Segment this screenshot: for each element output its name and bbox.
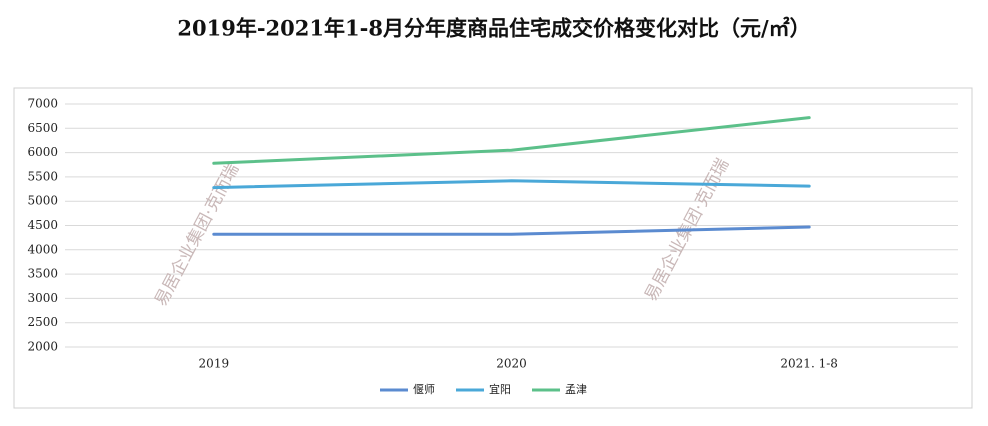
series-line [212, 225, 811, 236]
y-tick-label: 3000 [27, 291, 58, 305]
y-tick-label: 2500 [27, 315, 58, 329]
series-line [212, 116, 811, 165]
x-tick-label: 2019 [199, 357, 230, 371]
y-tick-label: 7000 [27, 97, 58, 111]
y-tick-label: 6000 [27, 145, 58, 159]
x-tick-label: 2021. 1-8 [780, 357, 838, 371]
x-tick-label: 2020 [496, 357, 527, 371]
y-tick-label: 4500 [27, 218, 58, 232]
y-tick-label: 4000 [27, 242, 58, 256]
chart-title: 2019年-2021年1-8月分年度商品住宅成交价格变化对比（元/㎡） [177, 16, 810, 41]
legend-label: 宜阳 [489, 382, 511, 396]
legend-label: 孟津 [565, 383, 587, 396]
series-line [212, 179, 811, 190]
chart-frame [13, 87, 973, 409]
y-tick-label: 5500 [27, 169, 58, 183]
y-tick-label: 3500 [27, 267, 58, 281]
y-tick-label: 5000 [27, 194, 58, 208]
legend-label: 偃师 [413, 382, 435, 396]
y-tick-label: 6500 [27, 121, 58, 135]
y-tick-label: 2000 [27, 340, 58, 354]
